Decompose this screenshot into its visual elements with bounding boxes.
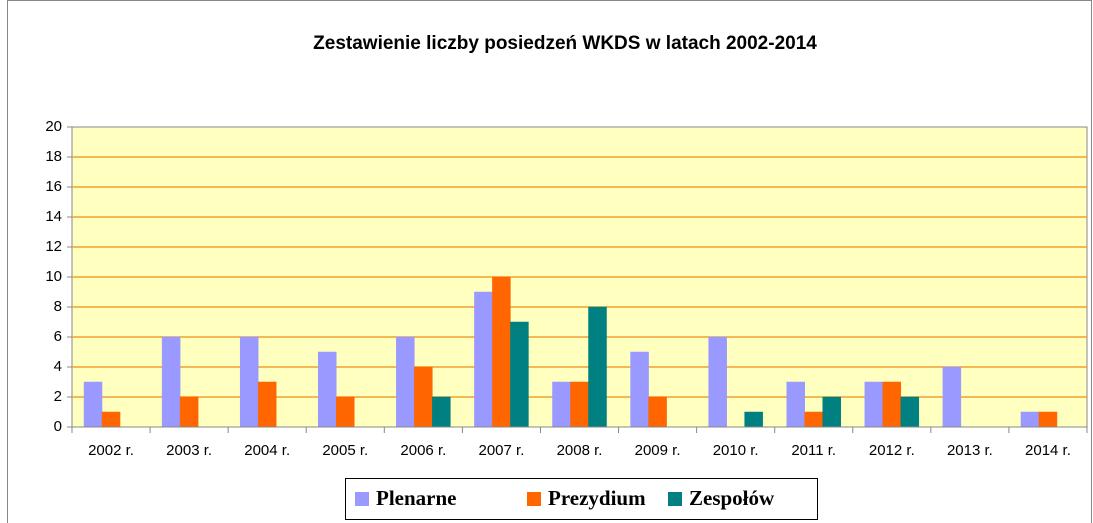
legend-swatch [355, 492, 369, 506]
bar [396, 336, 415, 428]
bar [318, 351, 337, 428]
bar [1038, 411, 1058, 428]
bar [336, 396, 355, 428]
legend-label: Plenarne [376, 486, 456, 510]
y-tick-label: 8 [54, 298, 62, 315]
x-tick-label: 2010 r. [713, 442, 759, 459]
bar [414, 366, 433, 428]
x-tick-label: 2006 r. [400, 442, 446, 459]
y-tick-label: 16 [45, 178, 62, 195]
x-tick-label: 2005 r. [322, 442, 368, 459]
x-tick-label: 2011 r. [791, 442, 836, 459]
legend [345, 478, 818, 520]
x-tick-label: 2012 r. [869, 442, 915, 459]
bar [744, 411, 763, 428]
bar [101, 411, 121, 428]
legend-swatch [668, 492, 682, 506]
bar [822, 396, 841, 428]
bar [257, 381, 277, 428]
bar [552, 381, 571, 428]
bar [708, 336, 727, 428]
legend-label: Prezydium [548, 486, 646, 510]
x-tick-label: 2002 r. [88, 442, 134, 459]
bar [161, 336, 181, 428]
y-tick-label: 2 [54, 388, 62, 405]
x-tick-label: 2008 r. [557, 442, 603, 459]
bar [239, 336, 259, 428]
x-tick-label: 2014 r. [1025, 442, 1071, 459]
bar [510, 321, 529, 428]
legend-label: Zespołów [689, 486, 775, 510]
x-tick-label: 2013 r. [947, 442, 993, 459]
bar [942, 366, 962, 428]
bar [804, 411, 823, 428]
y-tick-label: 18 [45, 148, 62, 165]
x-tick-label: 2003 r. [166, 442, 212, 459]
bar [474, 291, 493, 428]
x-tick-label: 2007 r. [478, 442, 524, 459]
y-tick-label: 0 [54, 418, 62, 435]
bar [630, 351, 649, 428]
bar [786, 381, 805, 428]
y-tick-label: 14 [45, 208, 62, 225]
y-tick-label: 6 [54, 328, 62, 345]
legend-swatch [527, 492, 541, 506]
x-tick-label: 2009 r. [635, 442, 681, 459]
bar [900, 396, 920, 428]
bar [492, 276, 511, 428]
bar [83, 381, 103, 428]
bar [648, 396, 667, 428]
bar [1020, 411, 1040, 428]
bar [864, 381, 884, 428]
y-tick-label: 20 [45, 118, 62, 135]
bar [882, 381, 902, 428]
y-tick-label: 12 [45, 238, 62, 255]
bar [179, 396, 199, 428]
chart-title: Zestawienie liczby posiedzeń WKDS w lata… [313, 33, 817, 54]
y-tick-label: 4 [54, 358, 62, 375]
bar [588, 306, 607, 428]
y-tick-label: 10 [45, 268, 62, 285]
x-tick-label: 2004 r. [244, 442, 290, 459]
bar [570, 381, 589, 428]
bar [432, 396, 451, 428]
